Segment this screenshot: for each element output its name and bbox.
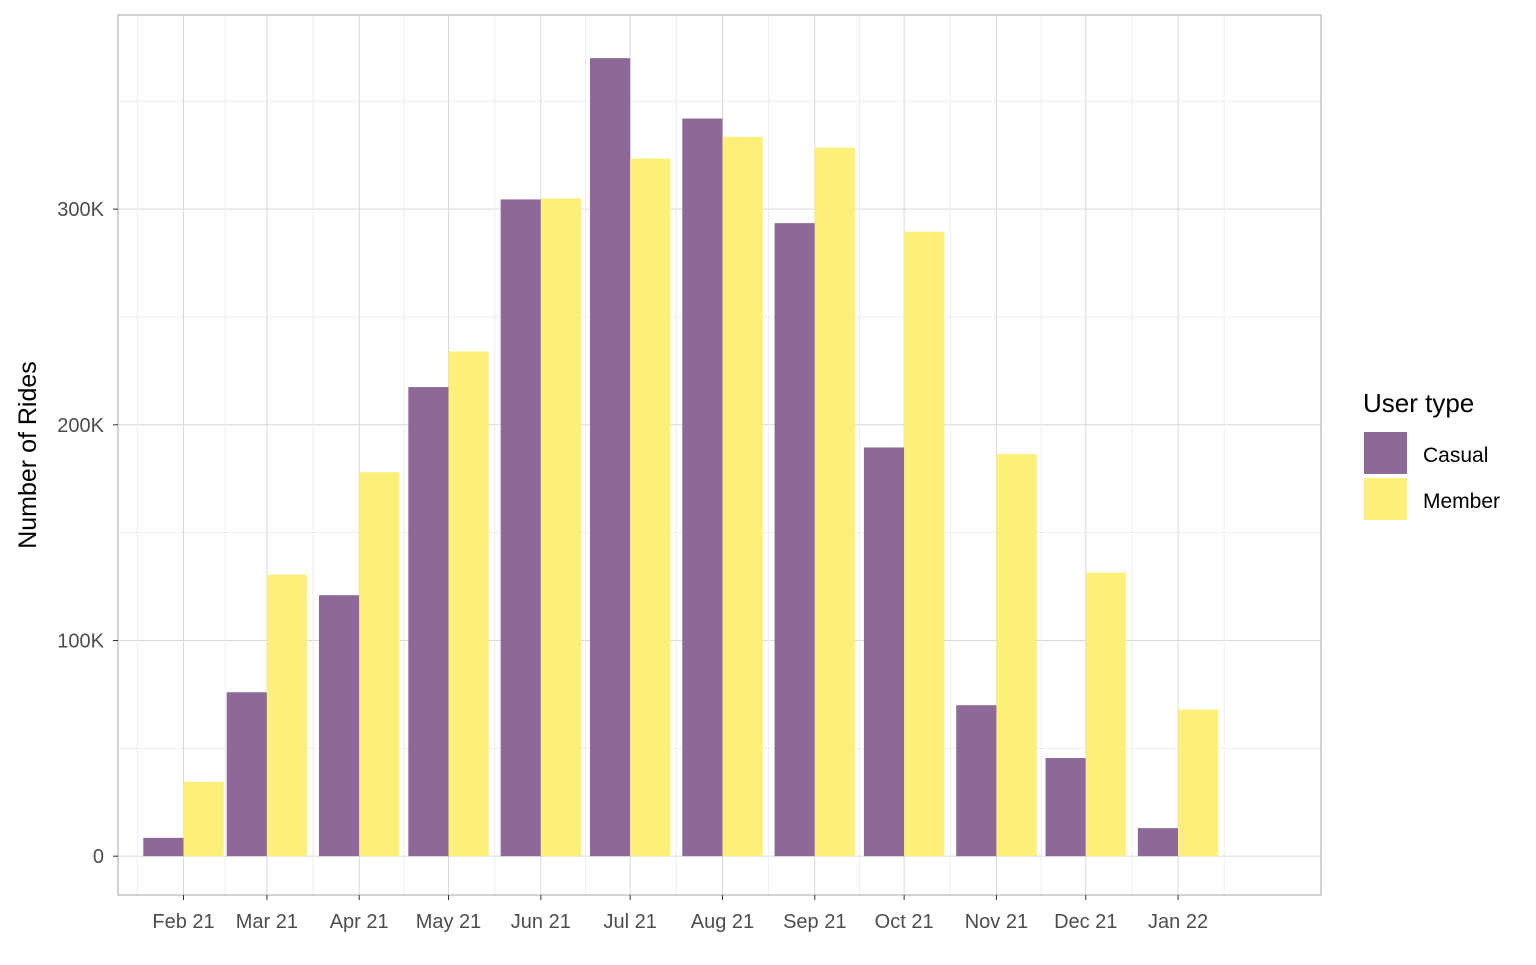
panel-border <box>117 14 1322 896</box>
bar-member-dec-21 <box>1085 572 1126 857</box>
x-axis: Feb 21 Mar 21 Apr 21 May 21 Jun 21 Jul 21 Aug … <box>152 895 1208 933</box>
bar-member-sep-21 <box>814 147 855 857</box>
bar-casual-nov-21 <box>956 705 997 857</box>
bar-member-oct-21 <box>904 231 945 857</box>
bar-casual-mar-21 <box>226 692 267 857</box>
y-axis-title: Number of Rides <box>14 361 42 549</box>
bar-casual-feb-21 <box>143 837 184 857</box>
x-tick-label: Dec 21 <box>1054 911 1117 933</box>
x-tick-label: May 21 <box>416 911 482 933</box>
bar-casual-jul-21 <box>589 58 631 857</box>
legend-label-member: Member <box>1423 490 1500 513</box>
legend-swatch-casual <box>1364 432 1407 474</box>
bars <box>143 58 1219 857</box>
x-tick-label: Jun 21 <box>511 911 571 933</box>
y-axis: 0 100K 200K 300K <box>57 199 118 868</box>
x-tick-label: Nov 21 <box>965 911 1028 933</box>
x-tick-label: Sep 21 <box>783 911 846 933</box>
bar-member-nov-21 <box>996 453 1037 857</box>
bar-member-may-21 <box>448 351 489 857</box>
legend: User type Casual Member <box>1363 388 1500 520</box>
legend-items: Casual Member <box>1364 432 1500 520</box>
legend-title: User type <box>1363 388 1474 418</box>
y-tick-label: 300K <box>57 199 104 221</box>
x-tick-label: Mar 21 <box>236 911 298 933</box>
y-tick-label: 100K <box>57 630 104 652</box>
bar-casual-jun-21 <box>500 199 541 857</box>
y-tick-label: 200K <box>57 415 104 437</box>
legend-swatch-member <box>1364 478 1407 520</box>
x-tick-label: Jul 21 <box>603 911 656 933</box>
bar-casual-oct-21 <box>863 447 905 857</box>
bar-casual-apr-21 <box>318 595 360 857</box>
bar-member-jul-21 <box>630 158 671 857</box>
bar-casual-jan-22 <box>1137 828 1179 857</box>
bar-member-mar-21 <box>266 574 308 857</box>
bar-casual-may-21 <box>408 387 449 857</box>
bar-casual-dec-21 <box>1045 758 1086 857</box>
x-tick-label: Apr 21 <box>330 911 389 933</box>
x-tick-label: Oct 21 <box>875 911 934 933</box>
x-tick-label: Aug 21 <box>691 911 754 933</box>
bar-member-feb-21 <box>183 781 224 857</box>
bar-member-apr-21 <box>359 472 400 857</box>
bar-member-jan-22 <box>1178 709 1219 857</box>
legend-label-casual: Casual <box>1423 444 1488 467</box>
x-tick-label: Jan 22 <box>1148 911 1208 933</box>
bar-member-aug-21 <box>722 136 763 857</box>
bar-casual-sep-21 <box>774 223 815 857</box>
bar-member-jun-21 <box>540 198 582 857</box>
x-tick-label: Feb 21 <box>152 911 214 933</box>
bar-casual-aug-21 <box>682 118 723 857</box>
y-tick-label: 0 <box>93 846 104 868</box>
